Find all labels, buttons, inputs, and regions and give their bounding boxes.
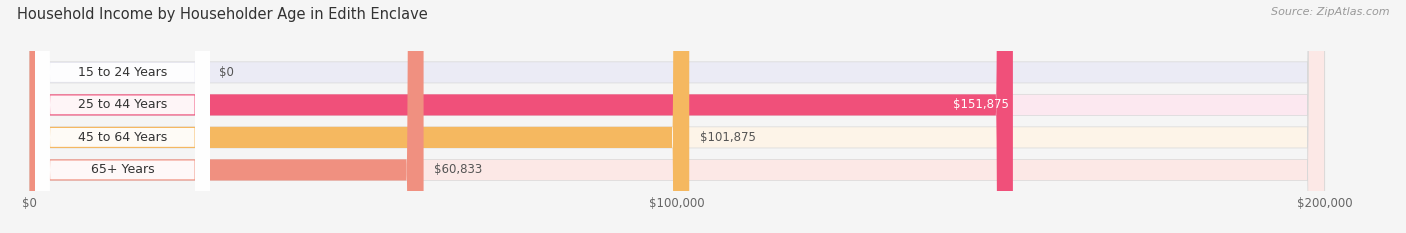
FancyBboxPatch shape (30, 0, 423, 233)
FancyBboxPatch shape (35, 0, 209, 233)
FancyBboxPatch shape (30, 0, 1012, 233)
FancyBboxPatch shape (35, 0, 209, 233)
Text: 65+ Years: 65+ Years (90, 163, 155, 176)
FancyBboxPatch shape (35, 0, 209, 233)
FancyBboxPatch shape (30, 0, 1324, 233)
Text: 25 to 44 Years: 25 to 44 Years (77, 98, 167, 111)
Text: Household Income by Householder Age in Edith Enclave: Household Income by Householder Age in E… (17, 7, 427, 22)
Text: 45 to 64 Years: 45 to 64 Years (77, 131, 167, 144)
FancyBboxPatch shape (30, 0, 1324, 233)
Text: $0: $0 (219, 66, 233, 79)
Text: Source: ZipAtlas.com: Source: ZipAtlas.com (1271, 7, 1389, 17)
Text: $60,833: $60,833 (434, 163, 482, 176)
FancyBboxPatch shape (35, 0, 209, 233)
Text: $101,875: $101,875 (700, 131, 755, 144)
FancyBboxPatch shape (30, 0, 1324, 233)
FancyBboxPatch shape (30, 0, 689, 233)
FancyBboxPatch shape (30, 0, 1324, 233)
Text: 15 to 24 Years: 15 to 24 Years (77, 66, 167, 79)
Text: $151,875: $151,875 (953, 98, 1010, 111)
